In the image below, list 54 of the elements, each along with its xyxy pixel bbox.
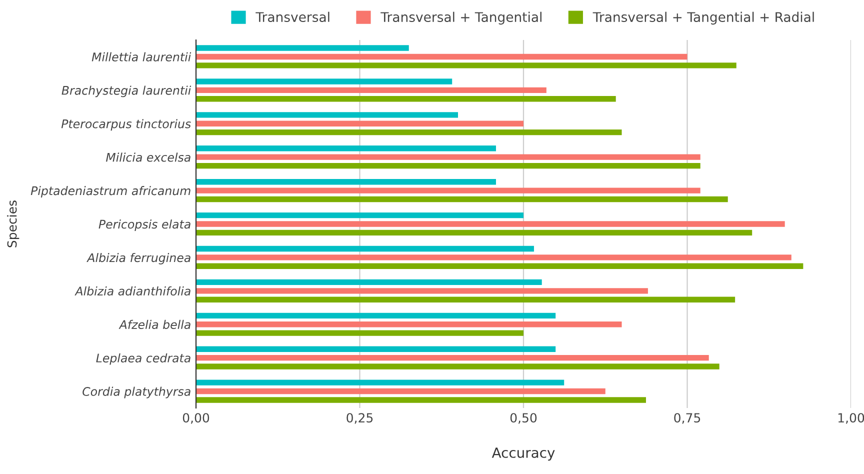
x-tick-label: 0,50 — [510, 413, 537, 424]
bar — [196, 87, 546, 94]
bar — [196, 246, 534, 252]
bar — [196, 146, 496, 152]
y-tick-label: Cordia platythyrsa — [82, 386, 190, 398]
y-tick-label: Brachystegia laurentii — [62, 86, 192, 98]
bar — [196, 188, 700, 194]
bar — [196, 296, 736, 302]
bar — [196, 263, 804, 269]
bar — [196, 221, 785, 227]
bar — [196, 330, 524, 336]
bar — [196, 120, 524, 126]
legend-label: Transversal + Tangential — [380, 12, 542, 25]
bar — [196, 288, 648, 294]
bar — [196, 397, 646, 403]
x-tick-label: 0,75 — [674, 413, 700, 424]
bar — [196, 154, 700, 160]
bar — [196, 322, 622, 328]
bar — [196, 346, 556, 352]
bar — [196, 196, 728, 202]
y-tick-label: Albizia adianthifolia — [74, 286, 190, 296]
bar — [196, 354, 709, 361]
x-tick-label: 1,00 — [838, 413, 864, 424]
bar — [196, 78, 452, 84]
bar — [196, 45, 409, 51]
bar — [196, 388, 606, 394]
bar — [196, 312, 556, 319]
y-tick-label: Pericopsis elata — [98, 220, 190, 231]
y-tick-label: Afzelia bella — [118, 320, 190, 330]
bar — [196, 179, 496, 185]
y-tick-label: Albizia ferruginea — [86, 252, 190, 264]
y-tick-label: Milicia excelsa — [106, 152, 190, 162]
y-tick-label: Piptadeniastrum africanum — [30, 186, 190, 198]
y-tick-label: Millettia laurentii — [92, 52, 192, 62]
bar — [196, 112, 458, 118]
y-tick-label: Pterocarpus tinctorius — [61, 119, 191, 131]
x-tick-label: 0,25 — [346, 413, 373, 424]
legend-label: Transversal + Tangential + Radial — [592, 12, 814, 25]
bar — [196, 54, 688, 60]
legend-label: Transversal — [256, 12, 330, 22]
y-axis-title: Species — [7, 200, 20, 248]
bar — [196, 96, 616, 102]
bar — [196, 162, 700, 169]
bar — [196, 62, 736, 68]
y-tick-label: Leplaea cedrata — [96, 353, 190, 365]
bar — [196, 380, 564, 386]
bar — [196, 254, 792, 260]
bar — [196, 129, 622, 136]
bar — [196, 230, 752, 236]
bar — [196, 212, 524, 218]
bar — [196, 279, 542, 286]
x-tick-label: 0,00 — [182, 413, 210, 424]
bar — [196, 364, 720, 370]
x-axis-title: Accuracy — [492, 448, 555, 461]
